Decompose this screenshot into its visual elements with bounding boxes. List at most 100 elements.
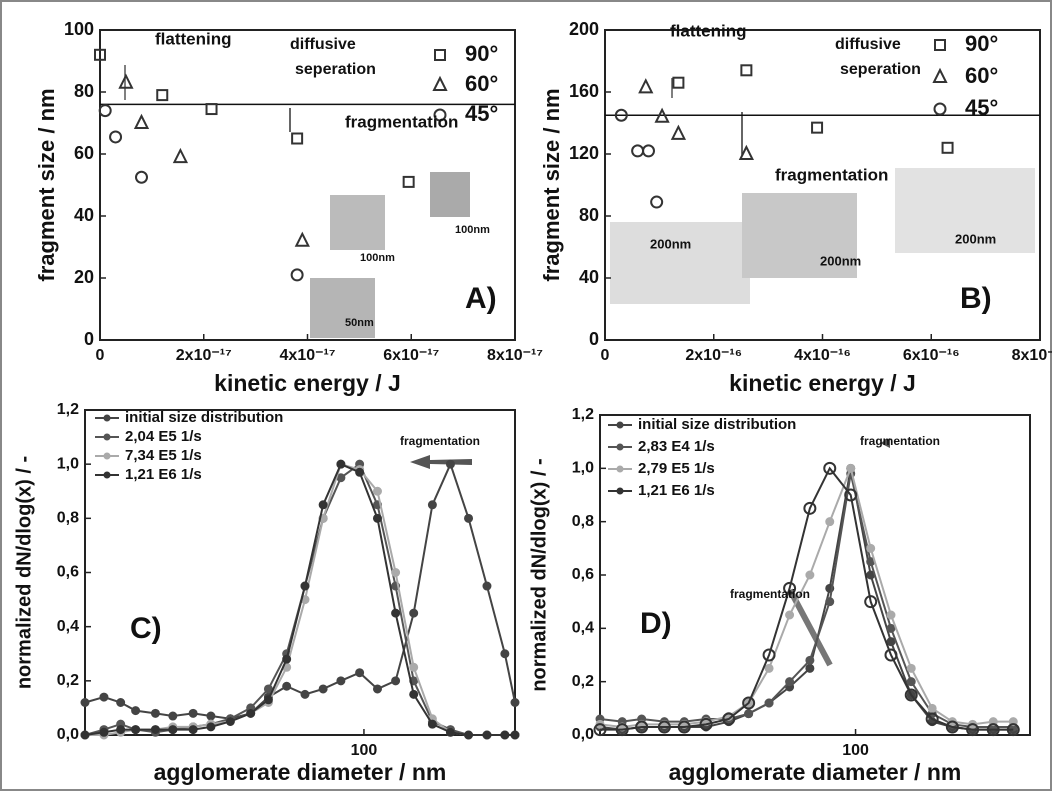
marker — [355, 467, 365, 477]
marker — [764, 663, 774, 673]
marker — [654, 107, 670, 123]
y-tick-label: 80 — [74, 81, 94, 101]
marker — [785, 610, 795, 620]
marker — [886, 610, 896, 620]
marker — [150, 725, 160, 735]
marker — [886, 623, 896, 633]
marker — [99, 692, 109, 702]
marker — [740, 64, 753, 77]
marker — [762, 648, 776, 662]
marker — [785, 677, 795, 687]
y-tick-label: 200 — [569, 19, 599, 39]
marker — [116, 698, 126, 707]
inset-image — [742, 193, 857, 278]
marker — [80, 730, 90, 740]
marker — [510, 698, 520, 707]
y-tick-label: 40 — [74, 205, 94, 225]
legend-label: 90° — [965, 31, 998, 56]
x-tick-label: 8x10⁻¹⁷ — [487, 347, 543, 364]
marker — [133, 113, 150, 129]
legend-label: 60° — [465, 71, 498, 96]
marker — [482, 730, 492, 740]
marker — [783, 581, 797, 595]
marker — [355, 668, 365, 678]
marker — [131, 706, 141, 716]
marker — [156, 89, 169, 102]
marker — [941, 141, 954, 154]
legend-marker — [103, 471, 111, 479]
marker — [188, 725, 198, 735]
marker — [294, 231, 310, 247]
marker — [925, 712, 939, 726]
marker — [886, 637, 896, 647]
marker — [150, 708, 160, 718]
marker — [409, 608, 419, 618]
marker — [803, 501, 817, 515]
marker — [805, 570, 815, 580]
marker — [116, 725, 126, 735]
annotation: flattening — [670, 21, 747, 40]
marker — [615, 723, 629, 737]
arrow — [880, 438, 890, 448]
marker — [677, 720, 691, 734]
marker — [409, 689, 419, 699]
legend-marker — [103, 433, 111, 441]
marker — [1006, 723, 1020, 737]
y-axis-label: normalized dN/dlog(x) / - — [528, 458, 550, 691]
marker — [336, 459, 346, 469]
marker — [906, 677, 916, 687]
marker — [172, 147, 189, 164]
legend-label: 2,83 E4 1/s — [638, 438, 715, 455]
marker — [391, 568, 401, 577]
marker — [290, 268, 304, 282]
x-tick-label: 4x10⁻¹⁶ — [794, 347, 851, 364]
marker — [927, 703, 937, 713]
annotation: seperation — [840, 61, 921, 78]
y-tick-label: 0,2 — [572, 673, 594, 690]
marker — [318, 684, 328, 694]
marker — [650, 195, 664, 209]
legend-marker — [616, 465, 624, 473]
annotation: 200nm — [820, 253, 861, 268]
y-tick-label: 0,6 — [57, 564, 79, 581]
marker — [135, 170, 148, 184]
y-tick-label: 0,0 — [57, 726, 79, 743]
annotation: 200nm — [650, 236, 691, 251]
x-tick-label: 8x10⁻¹⁶ — [1012, 347, 1052, 364]
marker — [672, 76, 685, 89]
marker — [98, 104, 112, 118]
y-tick-label: 1,2 — [57, 401, 79, 418]
series-line — [600, 466, 1014, 731]
legend-label: 90° — [465, 41, 498, 66]
legend-label: initial size distribution — [125, 409, 283, 426]
marker — [657, 720, 671, 734]
x-tick-label: 0 — [96, 347, 105, 364]
y-tick-label: 1,0 — [572, 460, 594, 477]
legend-label: 45° — [465, 101, 498, 126]
annotation: 200nm — [955, 231, 996, 246]
marker — [188, 708, 198, 718]
legend-label: 45° — [965, 95, 998, 120]
marker — [391, 676, 401, 686]
marker — [635, 720, 649, 734]
marker — [372, 684, 382, 694]
marker — [986, 723, 1000, 737]
annotation: flattening — [155, 29, 232, 48]
y-tick-label: 60 — [74, 143, 94, 163]
marker — [168, 711, 178, 721]
annotation: B) — [960, 282, 992, 315]
marker — [738, 144, 754, 160]
marker — [372, 486, 382, 496]
annotation: 50nm — [345, 317, 374, 329]
annotation: 100nm — [455, 224, 490, 236]
marker — [510, 730, 520, 740]
annotation: D) — [640, 607, 672, 640]
legend-label: 2,04 E5 1/s — [125, 428, 202, 445]
y-tick-label: 1,0 — [57, 455, 79, 472]
y-tick-label: 0,6 — [572, 566, 594, 583]
marker — [945, 720, 959, 734]
annotation: A) — [465, 282, 497, 315]
inset-image — [895, 168, 1035, 253]
y-tick-label: 160 — [569, 81, 599, 101]
